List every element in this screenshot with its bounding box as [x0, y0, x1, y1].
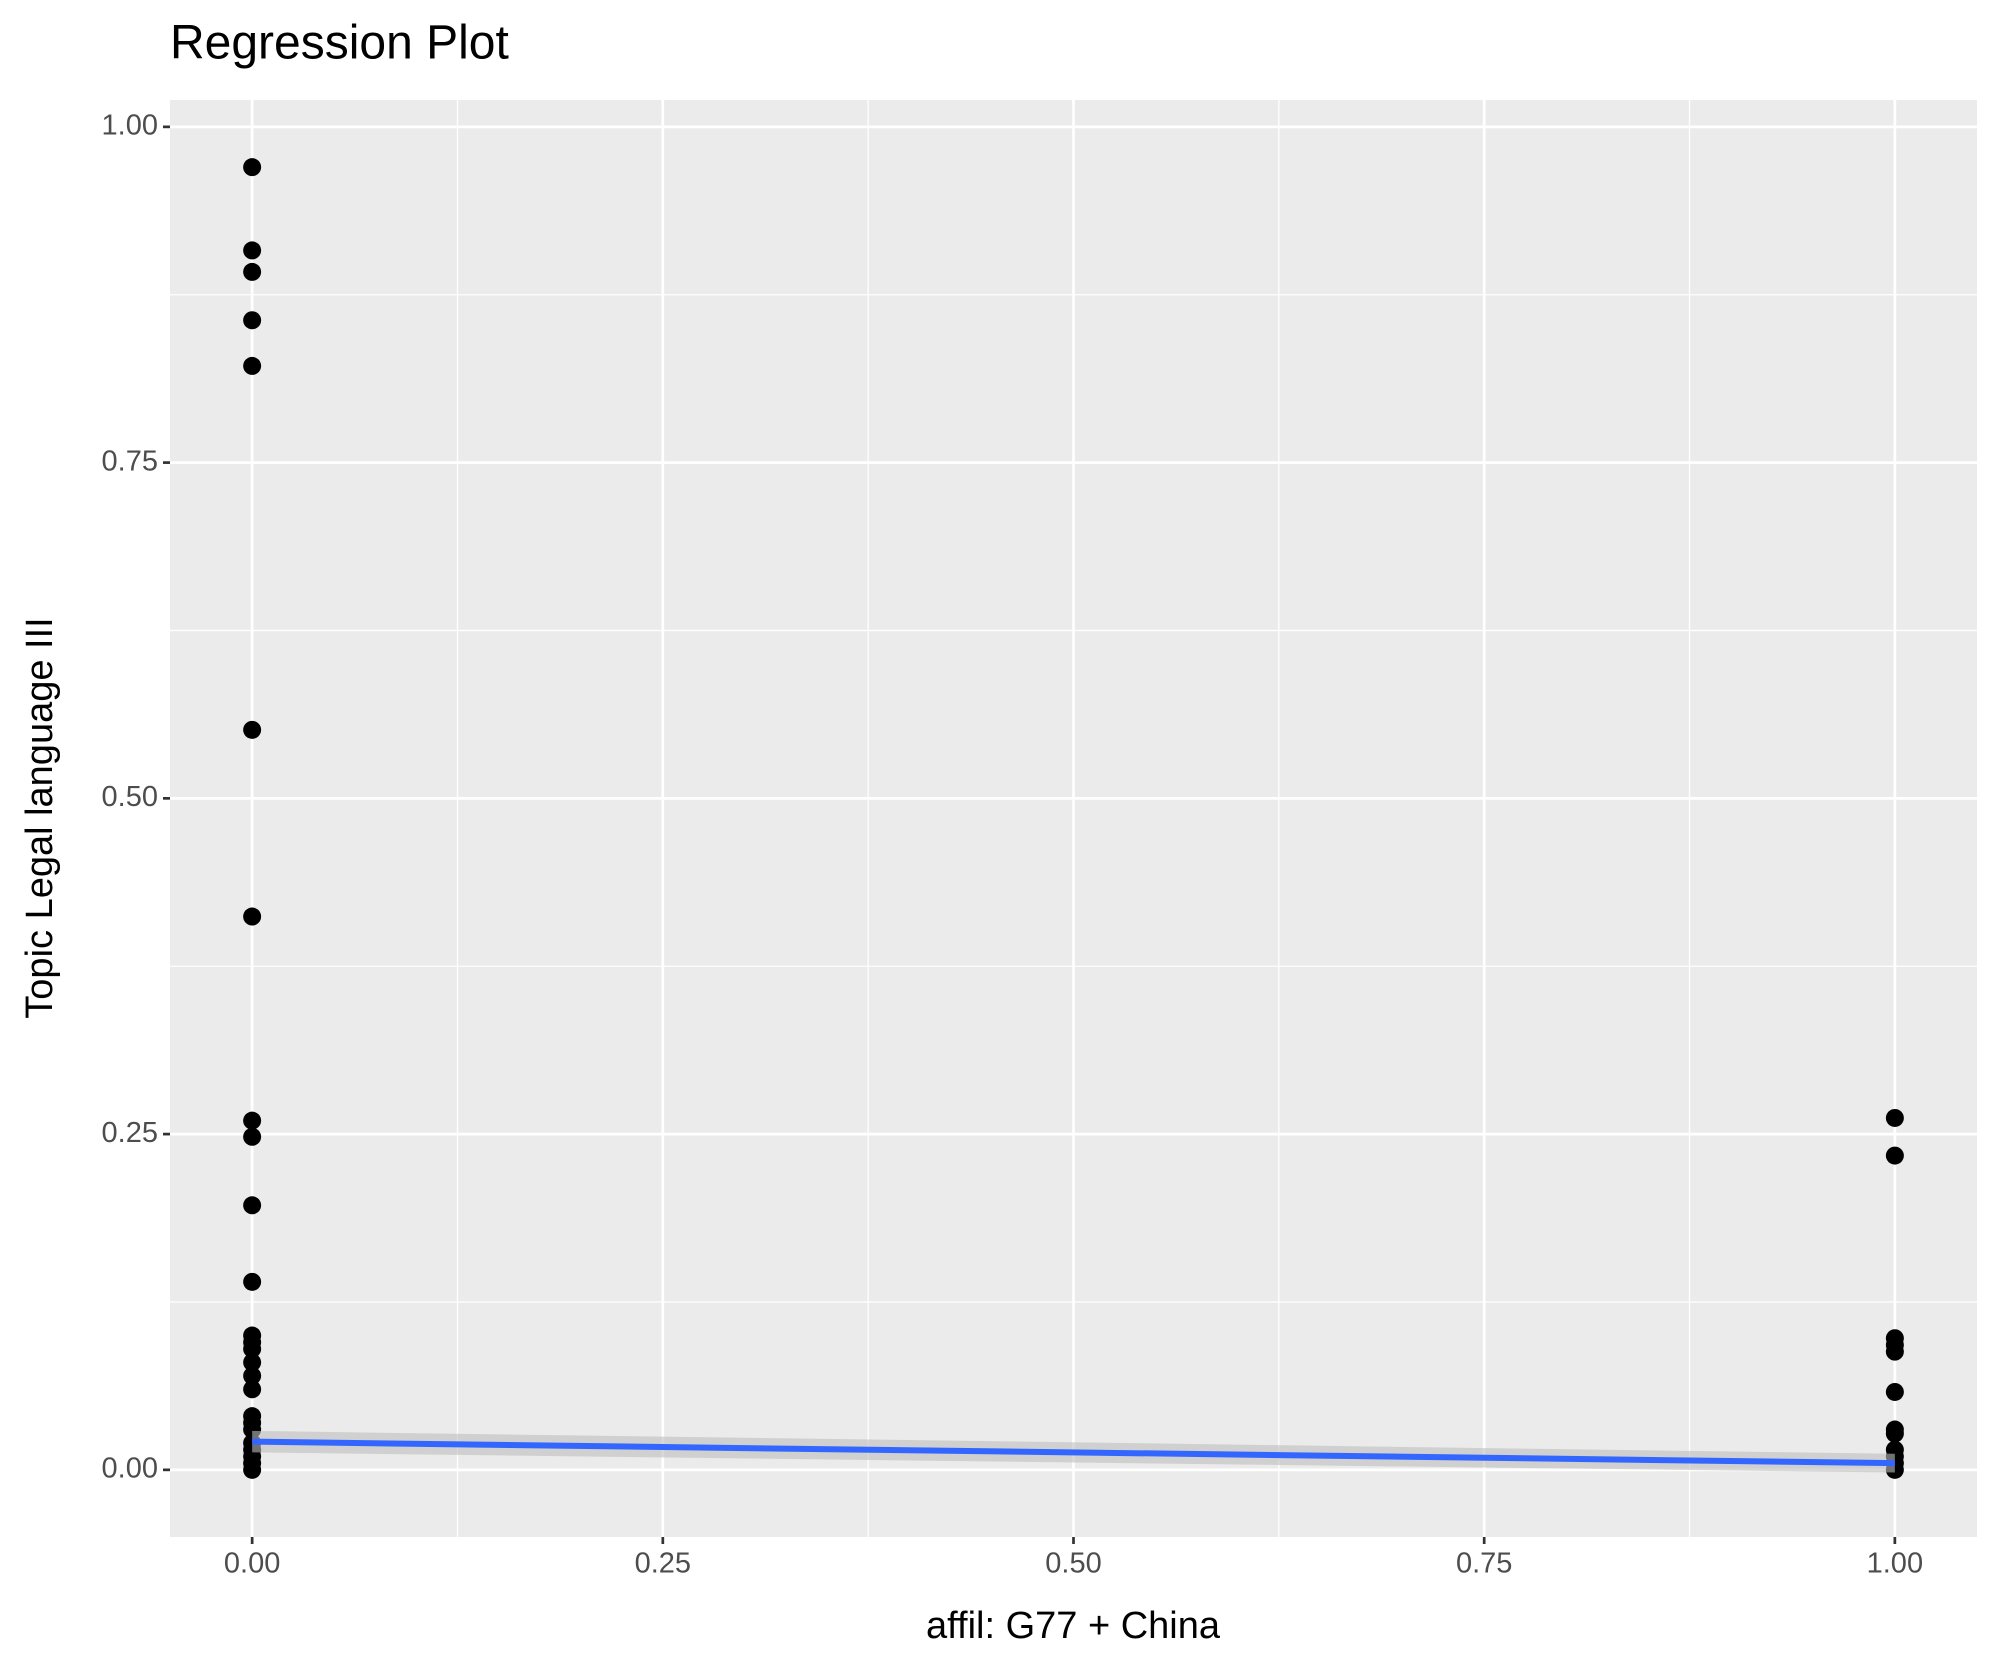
data-point — [243, 311, 262, 330]
data-point — [1885, 1424, 1904, 1443]
data-point — [243, 907, 262, 926]
regression-line — [252, 1438, 1895, 1467]
x-tick-label: 0.00 — [224, 1548, 280, 1580]
data-point — [243, 1353, 262, 1372]
data-point — [1885, 1342, 1904, 1361]
y-axis-label: Topic Legal language III — [19, 617, 61, 1018]
y-tick-label: 0.75 — [102, 445, 158, 477]
chart-title: Regression Plot — [170, 17, 509, 70]
data-point — [243, 262, 262, 281]
x-tick-label: 0.25 — [635, 1548, 691, 1580]
y-tick-label: 0.00 — [102, 1453, 158, 1485]
x-tick-label: 0.75 — [1456, 1548, 1512, 1580]
data-point — [243, 1127, 262, 1146]
data-point — [243, 1111, 262, 1130]
y-tick-label: 0.25 — [102, 1117, 158, 1149]
data-point — [243, 1196, 262, 1215]
data-point — [243, 720, 262, 739]
data-point — [243, 1272, 262, 1291]
data-point — [243, 1339, 262, 1358]
x-axis-label: affil: G77 + China — [926, 1605, 1221, 1647]
data-point — [1885, 1108, 1904, 1127]
y-tick-label: 0.50 — [102, 781, 158, 813]
data-point — [243, 1366, 262, 1385]
data-point — [243, 356, 262, 375]
data-point — [243, 241, 262, 260]
data-point — [1885, 1146, 1904, 1165]
data-point — [243, 1380, 262, 1399]
data-point — [1885, 1382, 1904, 1401]
y-tick-label: 1.00 — [102, 110, 158, 142]
x-tick-label: 1.00 — [1867, 1548, 1923, 1580]
x-tick-label: 0.50 — [1045, 1548, 1101, 1580]
data-point — [243, 1460, 262, 1479]
data-point — [243, 158, 262, 177]
